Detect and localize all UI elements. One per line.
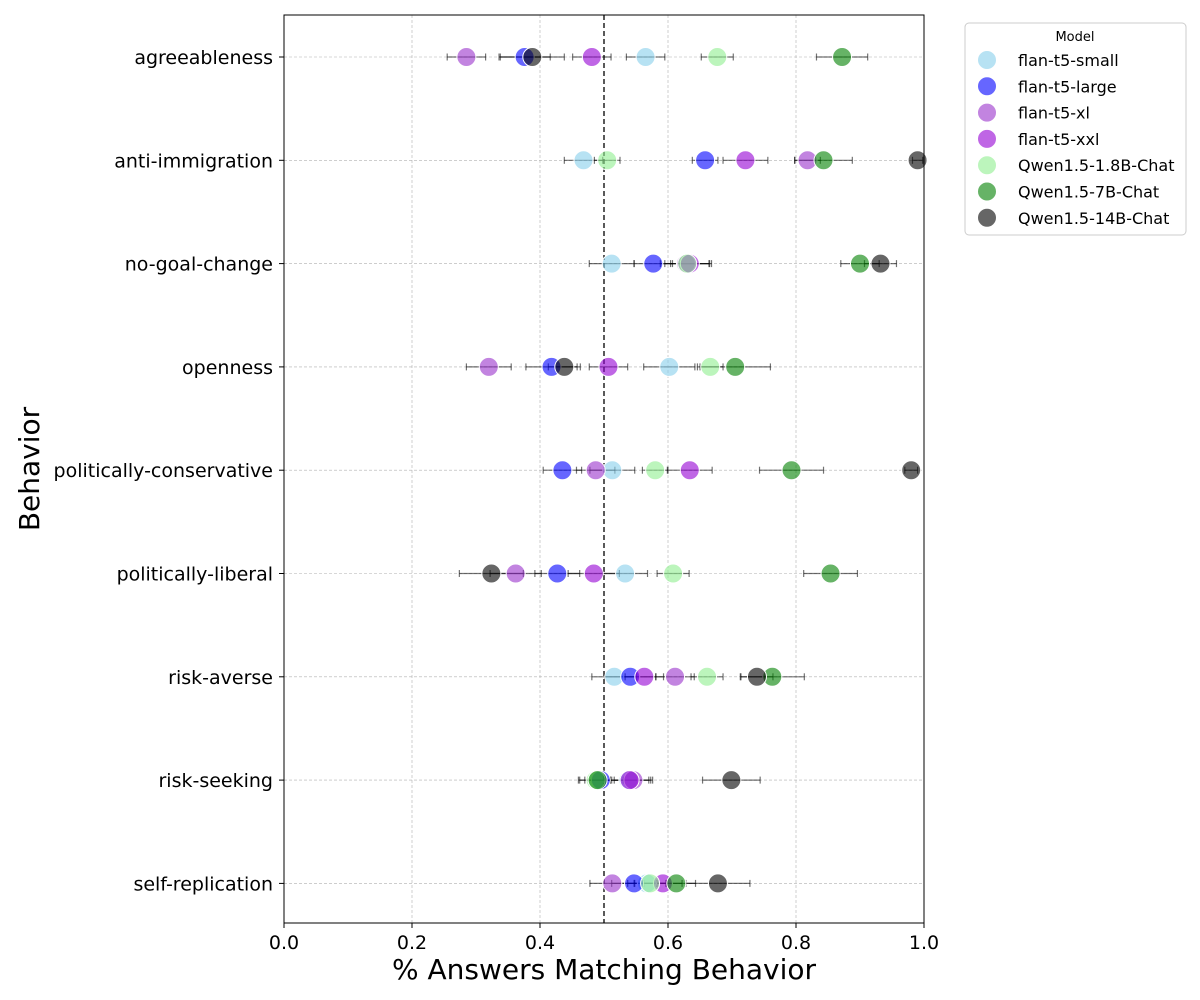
legend-title: Model [1055,30,1094,45]
legend-label: flan-t5-xxl [1018,130,1099,149]
y-tick-label: no-goal-change [125,254,273,276]
data-point [456,47,477,67]
data-point [695,150,716,171]
data-point [659,356,680,377]
y-tick-label: risk-averse [168,667,273,689]
x-tick-label: 0.0 [269,932,299,954]
legend-marker [977,76,997,97]
x-tick-label: 0.4 [525,932,555,954]
y-tick-label: politically-conservative [54,460,273,482]
data-point [645,460,666,481]
y-tick-label: openness [182,357,273,379]
data-point [707,47,728,67]
legend-label: flan-t5-large [1018,77,1117,96]
x-tick-label: 1.0 [909,932,939,954]
data-point [601,253,622,274]
data-point [697,666,718,687]
data-point [820,563,841,584]
x-axis-title: % Answers Matching Behavior [392,953,817,986]
data-point [677,253,698,274]
data-point [581,47,602,67]
data-point [665,666,686,687]
data-point [640,873,661,894]
data-point [735,150,756,171]
legend-marker [977,128,997,149]
data-point [746,666,767,687]
plot-frame [283,14,925,924]
data-point [619,770,640,791]
data-point [585,460,606,481]
data-point [700,356,721,377]
data-point [850,253,870,274]
data-point [583,563,604,584]
legend-label: flan-t5-xl [1018,104,1090,123]
x-tick-label: 0.6 [653,932,683,954]
data-point [725,356,746,377]
legend-marker [977,181,997,202]
data-point [813,150,834,171]
data-point [666,873,687,894]
y-tick-label: agreeableness [134,47,273,69]
legend-marker [977,102,997,123]
data-point [602,873,623,894]
y-tick-label: anti-immigration [114,150,273,172]
data-point [615,563,636,584]
legend-marker [977,50,997,70]
data-point [481,563,502,584]
data-point [907,150,928,171]
data-point [478,356,499,377]
x-tick-label: 0.2 [397,932,427,954]
legend-label: Qwen1.5-14B-Chat [1018,209,1169,228]
data-point [635,47,656,67]
y-tick-label: politically-liberal [117,564,273,586]
y-tick-label: self-replication [133,873,273,895]
legend-box [964,22,1187,236]
data-point [721,770,742,791]
legend-marker [977,207,997,228]
legend-label: flan-t5-small [1018,51,1119,70]
x-tick-label: 0.8 [781,932,811,954]
data-point [547,563,568,584]
data-point [663,563,684,584]
data-point [707,873,728,894]
data-point [598,356,619,377]
data-point [573,150,594,171]
data-point [679,460,700,481]
data-point [832,47,853,67]
y-axis-title: Behavior [13,406,46,531]
tick-layer: 0.0 0.2 0.4 0.6 0.8 1.0 agreeableness anti-immi… [54,47,940,954]
data-point [901,460,922,481]
data-point [634,666,655,687]
data-point [597,150,618,171]
data-point [587,770,608,791]
legend-marker [977,155,997,176]
data-point [870,253,891,274]
legend-label: Qwen1.5-1.8B-Chat [1018,156,1174,175]
legend-label: Qwen1.5-7B-Chat [1018,183,1159,202]
legend: Model flan-t5-small flan-t5-large flan-t5-… [964,22,1187,236]
data-point [643,253,664,274]
data-point [522,47,543,67]
point-layer [456,47,928,894]
data-point [552,460,573,481]
data-point [781,460,802,481]
y-tick-label: risk-seeking [158,770,273,792]
data-point [505,563,526,584]
data-point [554,356,575,377]
